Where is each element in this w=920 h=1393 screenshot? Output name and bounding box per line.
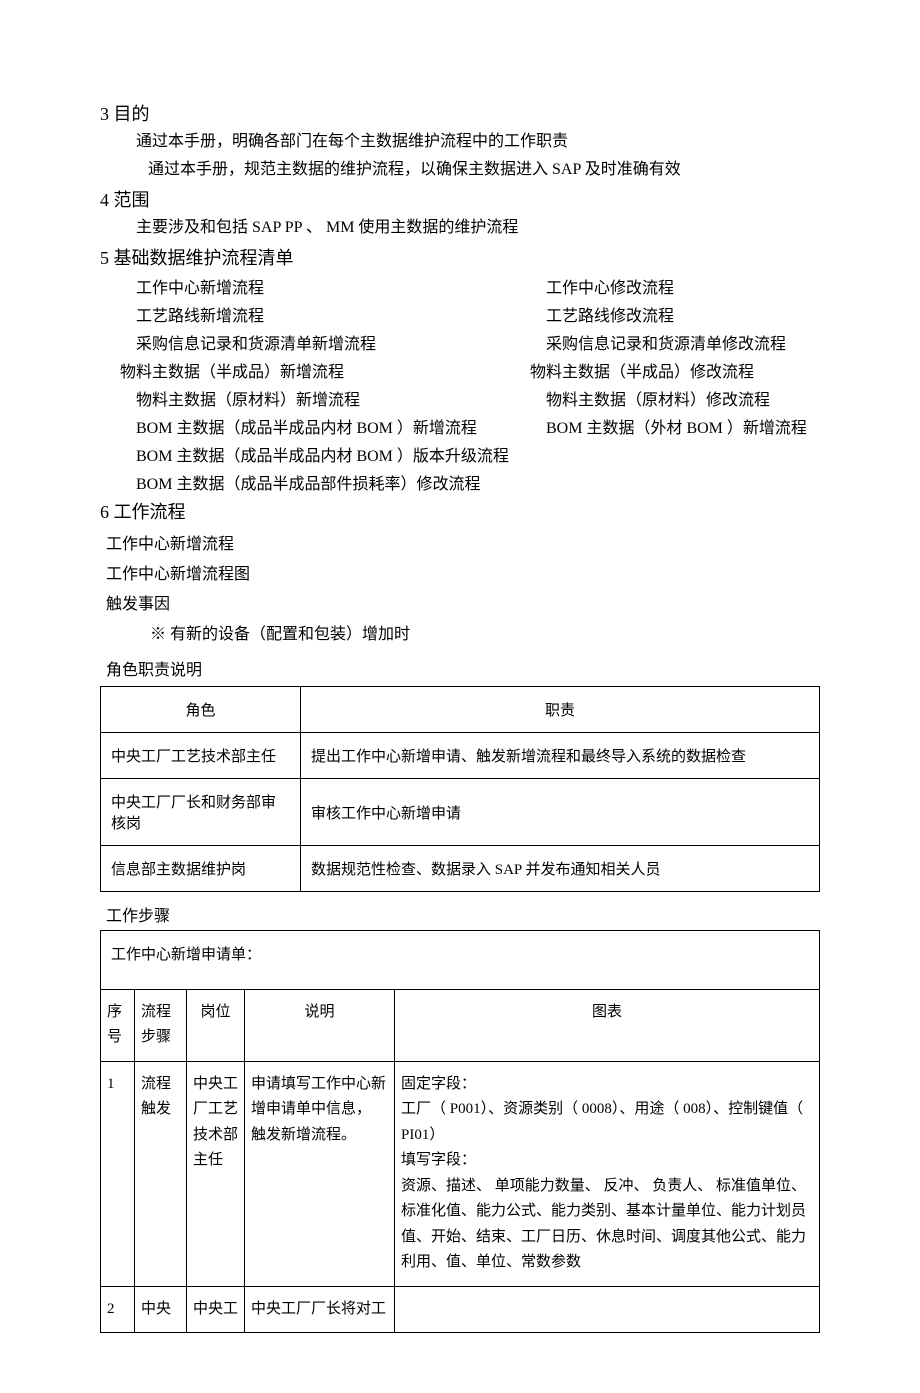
process-right: 物料主数据（半成品）修改流程 <box>530 358 820 382</box>
workflow-name: 工作中心新增流程 <box>100 530 820 554</box>
process-row: BOM 主数据（成品半成品内材 BOM ）版本升级流程 <box>100 442 820 466</box>
table-row: 中央工厂工艺技术部主任提出工作中心新增申请、触发新增流程和最终导入系统的数据检查 <box>101 733 820 779</box>
trigger-label: 触发事因 <box>100 590 820 614</box>
process-left: BOM 主数据（成品半成品内材 BOM ）版本升级流程 <box>136 442 546 466</box>
role-cell: 中央工厂工艺技术部主任 <box>101 733 301 779</box>
process-row: 工艺路线新增流程工艺路线修改流程 <box>100 302 820 326</box>
roles-table: 角色 职责 中央工厂工艺技术部主任提出工作中心新增申请、触发新增流程和最终导入系… <box>100 686 820 892</box>
table-row: 2中央中央工中央工厂厂长将对工 <box>101 1286 820 1333</box>
seq-cell: 2 <box>101 1286 135 1333</box>
desc-cell: 中央工厂厂长将对工 <box>245 1286 395 1333</box>
role-cell: 信息部主数据维护岗 <box>101 846 301 892</box>
process-row: BOM 主数据（成品半成品内材 BOM ）新增流程BOM 主数据（外材 BOM … <box>100 414 820 438</box>
duty-cell: 数据规范性检查、数据录入 SAP 并发布通知相关人员 <box>301 846 820 892</box>
section-4-heading: 4 范围 <box>100 186 820 212</box>
table-row: 1流程触发中央工厂工艺技术部主任申请填写工作中心新增申请单中信息， 触发新增流程… <box>101 1061 820 1286</box>
process-right: 工作中心修改流程 <box>546 274 820 298</box>
steps-caption-row: 工作中心新增申请单： <box>101 931 820 990</box>
process-left: 物料主数据（原材料）新增流程 <box>136 386 546 410</box>
steps-table: 工作中心新增申请单： 序号 流程步骤 岗位 说明 图表 1流程触发中央工厂工艺技… <box>100 930 820 1333</box>
process-left: 物料主数据（半成品）新增流程 <box>120 358 530 382</box>
section-3-line-2a: 通过本手册，规范主数据的维护流程，以确保主数据进入 <box>148 158 548 182</box>
duty-cell: 提出工作中心新增申请、触发新增流程和最终导入系统的数据检查 <box>301 733 820 779</box>
table-row: 信息部主数据维护岗数据规范性检查、数据录入 SAP 并发布通知相关人员 <box>101 846 820 892</box>
section-6-heading: 6 工作流程 <box>100 498 820 524</box>
process-right <box>546 470 820 494</box>
steps-header-seq: 序号 <box>101 989 135 1061</box>
roles-header-row: 角色 职责 <box>101 687 820 733</box>
steps-caption-cell: 工作中心新增申请单： <box>101 931 820 990</box>
process-left: 工艺路线新增流程 <box>136 302 546 326</box>
process-row: BOM 主数据（成品半成品部件损耗率）修改流程 <box>100 470 820 494</box>
process-right: 采购信息记录和货源清单修改流程 <box>546 330 820 354</box>
process-left: 工作中心新增流程 <box>136 274 546 298</box>
process-right: 工艺路线修改流程 <box>546 302 820 326</box>
process-row: 物料主数据（半成品）新增流程物料主数据（半成品）修改流程 <box>100 358 820 382</box>
workflow-chart-label: 工作中心新增流程图 <box>100 560 820 584</box>
process-row: 工作中心新增流程工作中心修改流程 <box>100 274 820 298</box>
pos-cell: 中央工 <box>187 1286 245 1333</box>
process-right: 物料主数据（原材料）修改流程 <box>546 386 820 410</box>
process-left: BOM 主数据（成品半成品部件损耗率）修改流程 <box>136 470 546 494</box>
role-cell: 中央工厂厂长和财务部审核岗 <box>101 779 301 846</box>
steps-header-row: 序号 流程步骤 岗位 说明 图表 <box>101 989 820 1061</box>
section-5-heading: 5 基础数据维护流程清单 <box>100 244 820 270</box>
section-3-heading: 3 目的 <box>100 100 820 126</box>
roles-header-role: 角色 <box>101 687 301 733</box>
step-cell: 中央 <box>135 1286 187 1333</box>
process-left: BOM 主数据（成品半成品内材 BOM ）新增流程 <box>136 414 546 438</box>
chart-cell <box>395 1286 820 1333</box>
chart-cell: 固定字段：工厂（ P001）、资源类别（ 0008）、用途（ 008）、控制键值… <box>395 1061 820 1286</box>
process-left: 采购信息记录和货源清单新增流程 <box>136 330 546 354</box>
roles-header-duty: 职责 <box>301 687 820 733</box>
process-row: 采购信息记录和货源清单新增流程采购信息记录和货源清单修改流程 <box>100 330 820 354</box>
duty-cell: 审核工作中心新增申请 <box>301 779 820 846</box>
seq-cell: 1 <box>101 1061 135 1286</box>
process-list: 工作中心新增流程工作中心修改流程工艺路线新增流程工艺路线修改流程采购信息记录和货… <box>100 274 820 494</box>
steps-header-desc: 说明 <box>245 989 395 1061</box>
section-3-line-2: 通过本手册，规范主数据的维护流程，以确保主数据进入 SAP 及时准确有效 <box>100 158 820 182</box>
steps-label: 工作步骤 <box>100 902 820 926</box>
desc-cell: 申请填写工作中心新增申请单中信息， 触发新增流程。 <box>245 1061 395 1286</box>
table-row: 中央工厂厂长和财务部审核岗审核工作中心新增申请 <box>101 779 820 846</box>
step-cell: 流程触发 <box>135 1061 187 1286</box>
steps-header-chart: 图表 <box>395 989 820 1061</box>
steps-header-step: 流程步骤 <box>135 989 187 1061</box>
trigger-item: ※ 有新的设备（配置和包装）增加时 <box>100 620 820 644</box>
section-3-line-1: 通过本手册，明确各部门在每个主数据维护流程中的工作职责 <box>100 130 820 154</box>
process-row: 物料主数据（原材料）新增流程物料主数据（原材料）修改流程 <box>100 386 820 410</box>
pos-cell: 中央工厂工艺技术部主任 <box>187 1061 245 1286</box>
roles-label: 角色职责说明 <box>100 656 820 680</box>
section-3-line-2b: SAP 及时准确有效 <box>552 161 681 178</box>
process-right <box>546 442 820 466</box>
section-4-line-1: 主要涉及和包括 SAP PP 、 MM 使用主数据的维护流程 <box>100 216 820 240</box>
process-right: BOM 主数据（外材 BOM ）新增流程 <box>546 414 820 438</box>
steps-header-pos: 岗位 <box>187 989 245 1061</box>
